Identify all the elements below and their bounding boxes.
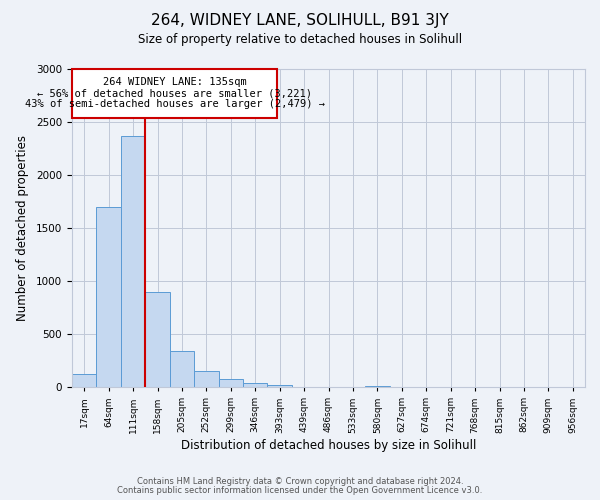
Text: Contains HM Land Registry data © Crown copyright and database right 2024.: Contains HM Land Registry data © Crown c… [137, 477, 463, 486]
Bar [194, 370, 218, 387]
Text: Size of property relative to detached houses in Solihull: Size of property relative to detached ho… [138, 32, 462, 46]
Bar [145, 292, 170, 387]
Bar [268, 385, 292, 387]
Text: 264 WIDNEY LANE: 135sqm: 264 WIDNEY LANE: 135sqm [103, 77, 247, 87]
Bar [97, 207, 121, 387]
Text: Contains public sector information licensed under the Open Government Licence v3: Contains public sector information licen… [118, 486, 482, 495]
Bar [72, 374, 97, 387]
Bar [218, 378, 243, 387]
Bar [72, 69, 277, 118]
Text: ← 56% of detached houses are smaller (3,221): ← 56% of detached houses are smaller (3,… [37, 88, 312, 98]
Bar [243, 383, 268, 387]
Text: 264, WIDNEY LANE, SOLIHULL, B91 3JY: 264, WIDNEY LANE, SOLIHULL, B91 3JY [151, 12, 449, 28]
Bar [121, 136, 145, 387]
Y-axis label: Number of detached properties: Number of detached properties [16, 135, 29, 321]
X-axis label: Distribution of detached houses by size in Solihull: Distribution of detached houses by size … [181, 440, 476, 452]
Bar [170, 351, 194, 387]
Text: 43% of semi-detached houses are larger (2,479) →: 43% of semi-detached houses are larger (… [25, 99, 325, 109]
Bar [365, 386, 389, 387]
